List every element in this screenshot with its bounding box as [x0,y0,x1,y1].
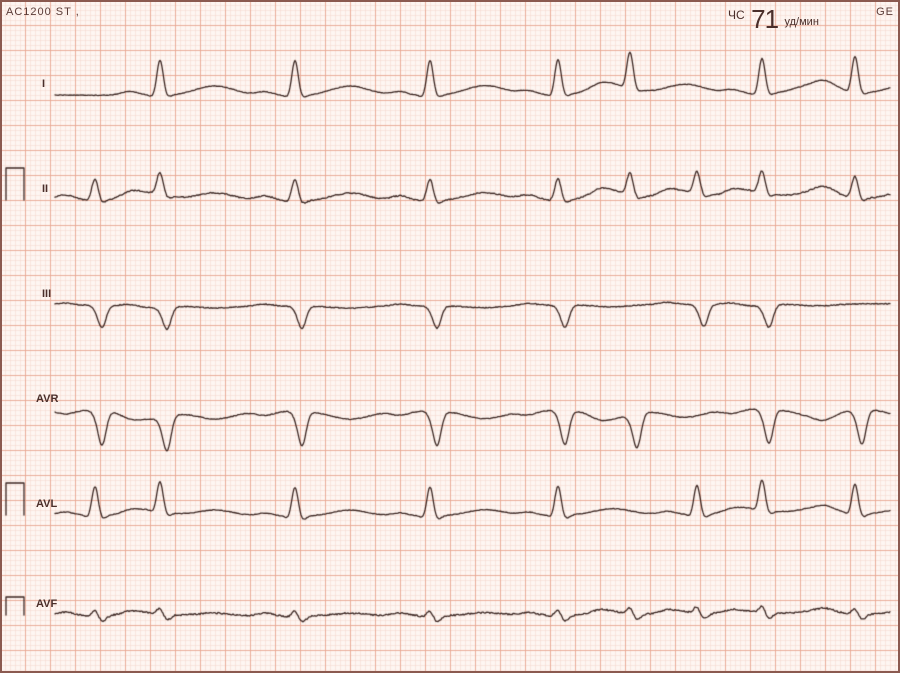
hr-prefix: ЧС [728,8,745,22]
device-brand-label: GE [876,6,894,18]
lead-label-avr: AVR [36,393,58,405]
ecg-container: AC1200 ST , GE ЧС 71 уд/мин IIIIIIAVRAVL… [0,0,900,673]
hr-unit: уд/мин [785,16,819,28]
lead-label-avf: AVF [36,598,57,610]
ecg-traces [0,0,900,673]
lead-label-ii: II [42,183,48,195]
device-model-label: AC1200 ST , [6,6,80,18]
lead-label-iii: III [42,288,51,300]
lead-label-i: I [42,78,45,90]
hr-value: 71 [749,4,780,34]
heart-rate-readout: ЧС 71 уд/мин [728,4,819,35]
lead-label-avl: AVL [36,498,57,510]
